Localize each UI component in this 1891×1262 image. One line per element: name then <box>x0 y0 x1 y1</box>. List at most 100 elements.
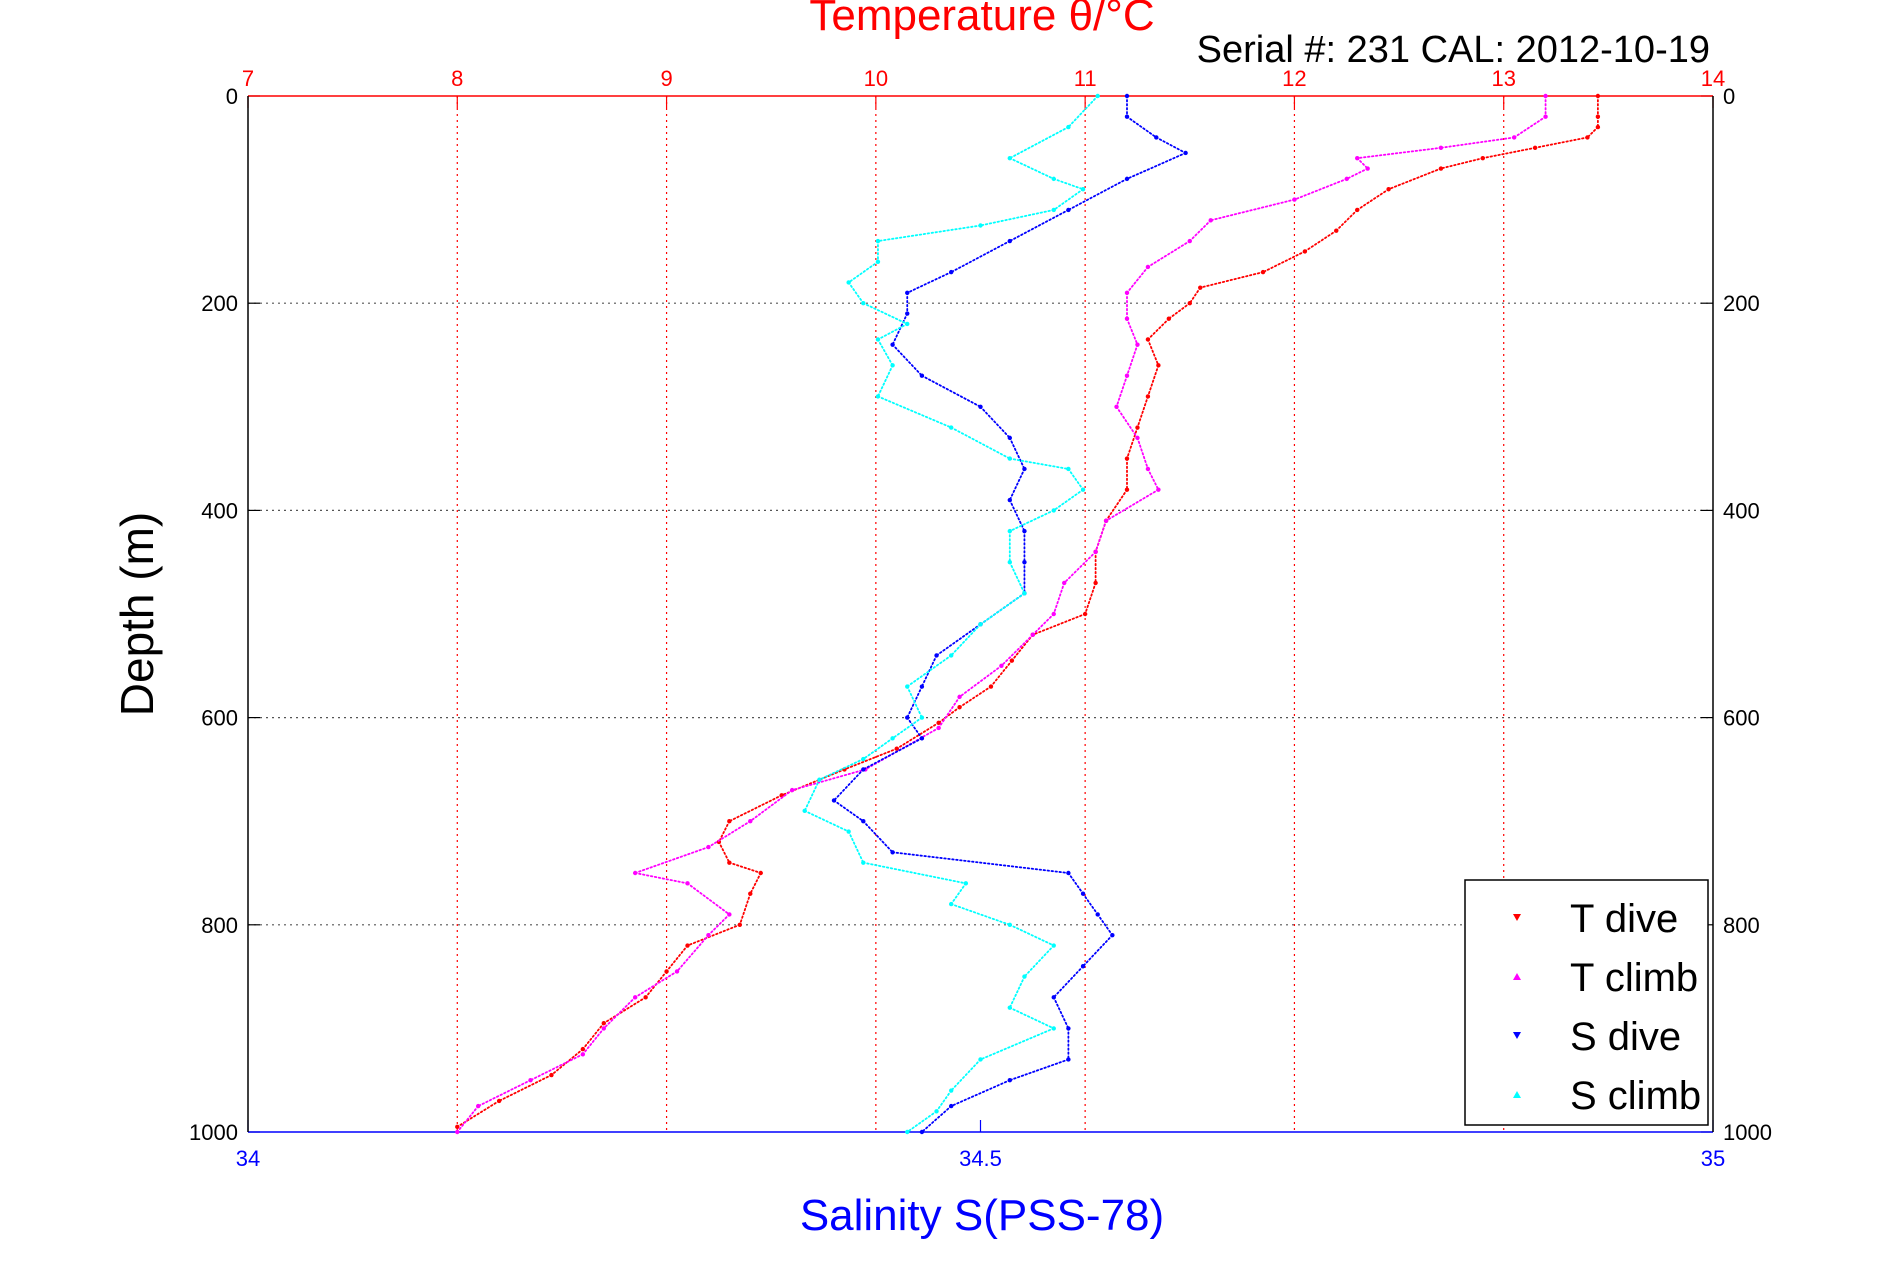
t-climb-trace <box>958 664 1003 698</box>
t-climb-trace <box>529 1053 584 1082</box>
t-dive-trace <box>738 892 752 926</box>
x-bottom-tick-label: 34.5 <box>959 1146 1002 1171</box>
s-climb-trace <box>950 882 967 905</box>
s-climb-trace <box>906 1110 938 1133</box>
x-top-tick-label: 11 <box>1074 66 1097 91</box>
t-climb-trace <box>1115 405 1139 439</box>
s-climb-trace <box>803 778 821 812</box>
t-climb-point <box>455 1129 460 1135</box>
s-climb-trace <box>950 1058 982 1092</box>
s-dive-trace <box>1008 209 1070 242</box>
x-top-tick-label: 14 <box>1701 66 1725 91</box>
s-dive-trace <box>1155 136 1187 154</box>
s-dive-trace <box>1067 872 1084 895</box>
s-climb-trace <box>847 830 865 864</box>
s-dive-trace <box>921 1105 953 1133</box>
t-dive-trace <box>990 659 1013 688</box>
y-left-tick-label: 1000 <box>189 1120 238 1145</box>
t-climb-trace <box>676 934 710 973</box>
t-dive-trace <box>1387 167 1442 191</box>
y-right-tick-label: 0 <box>1723 84 1735 109</box>
t-dive-trace <box>1335 209 1359 232</box>
s-climb-point <box>905 1129 910 1135</box>
s-dive-trace <box>891 312 909 346</box>
s-climb-trace <box>1008 457 1070 470</box>
t-dive-trace <box>717 820 731 843</box>
y-left-tick-label: 800 <box>201 913 238 938</box>
t-dive-trace <box>1303 229 1338 253</box>
t-climb-trace <box>864 727 940 771</box>
t-climb-trace <box>1126 343 1139 377</box>
t-climb-trace <box>1209 198 1296 222</box>
s-dive-trace <box>1096 913 1114 937</box>
s-dive-trace <box>862 737 923 771</box>
t-dive-trace <box>686 923 741 947</box>
t-climb-trace <box>581 1027 605 1056</box>
t-climb-trace <box>1356 157 1369 170</box>
s-climb-trace <box>847 260 879 284</box>
s-dive-trace <box>833 768 865 802</box>
s-climb-trace <box>877 224 982 242</box>
s-climb-trace <box>862 861 967 885</box>
t-climb-trace <box>707 913 731 937</box>
series-t-climb <box>455 93 1548 1135</box>
t-climb-trace <box>1513 115 1547 139</box>
y-left-tick-label: 600 <box>201 706 238 731</box>
s-climb-trace <box>1008 157 1055 180</box>
t-climb-trace <box>1063 550 1097 584</box>
s-dive-trace <box>1052 996 1070 1030</box>
t-dive-trace <box>1126 426 1139 460</box>
t-climb-trace <box>634 970 678 999</box>
s-dive-trace <box>891 343 923 377</box>
t-dive-trace <box>1262 250 1306 274</box>
t-dive-trace <box>1199 271 1264 289</box>
t-dive-trace <box>1147 338 1160 367</box>
t-climb-trace <box>1094 519 1107 553</box>
t-climb-trace <box>707 820 752 848</box>
y-right-tick-label: 400 <box>1723 498 1760 523</box>
series-s-dive <box>831 93 1188 1135</box>
t-climb-trace <box>634 846 710 874</box>
s-climb-trace <box>1052 188 1084 211</box>
x-top-tick-label: 12 <box>1282 66 1306 91</box>
t-climb-trace <box>634 872 689 885</box>
s-dive-trace <box>906 716 923 740</box>
t-climb-trace <box>1440 136 1516 149</box>
y-right-tick-label: 200 <box>1723 291 1760 316</box>
t-climb-trace <box>1031 613 1055 636</box>
t-dive-trace <box>665 944 689 973</box>
t-dive-trace <box>749 872 762 895</box>
legend-marker <box>1513 914 1521 921</box>
s-dive-trace <box>1082 892 1099 916</box>
s-dive-trace <box>1126 115 1158 139</box>
s-climb-trace <box>1052 488 1084 512</box>
s-climb-trace <box>950 426 1011 460</box>
t-dive-trace <box>1147 364 1160 398</box>
s-climb-trace <box>877 338 894 367</box>
s-climb-trace <box>877 395 953 429</box>
s-climb-trace <box>950 903 1011 926</box>
s-climb-trace <box>979 592 1026 626</box>
s-climb-trace <box>1052 177 1084 191</box>
legend-label: T climb <box>1570 956 1698 1000</box>
s-dive-trace <box>891 851 1070 874</box>
t-climb-trace <box>456 1105 480 1133</box>
legend: T dive T climb S dive S climb <box>1464 879 1709 1126</box>
t-climb-trace <box>1052 582 1066 615</box>
s-dive-trace <box>1082 934 1114 968</box>
s-dive-trace <box>1052 965 1084 999</box>
t-dive-trace <box>1481 146 1537 160</box>
s-climb-trace <box>979 209 1055 227</box>
y-left-tick-label: 400 <box>201 498 238 523</box>
t-climb-trace <box>1136 436 1149 470</box>
s-dive-trace <box>833 799 865 823</box>
s-dive-trace <box>921 374 982 408</box>
t-climb-trace <box>791 768 867 792</box>
s-climb-trace <box>950 623 982 657</box>
x-bottom-tick-label: 35 <box>1701 1146 1725 1171</box>
s-climb-trace <box>1008 1006 1055 1030</box>
x-top-tick-label: 7 <box>242 66 254 91</box>
t-climb-trace <box>1147 240 1191 268</box>
s-climb-trace <box>891 716 923 740</box>
